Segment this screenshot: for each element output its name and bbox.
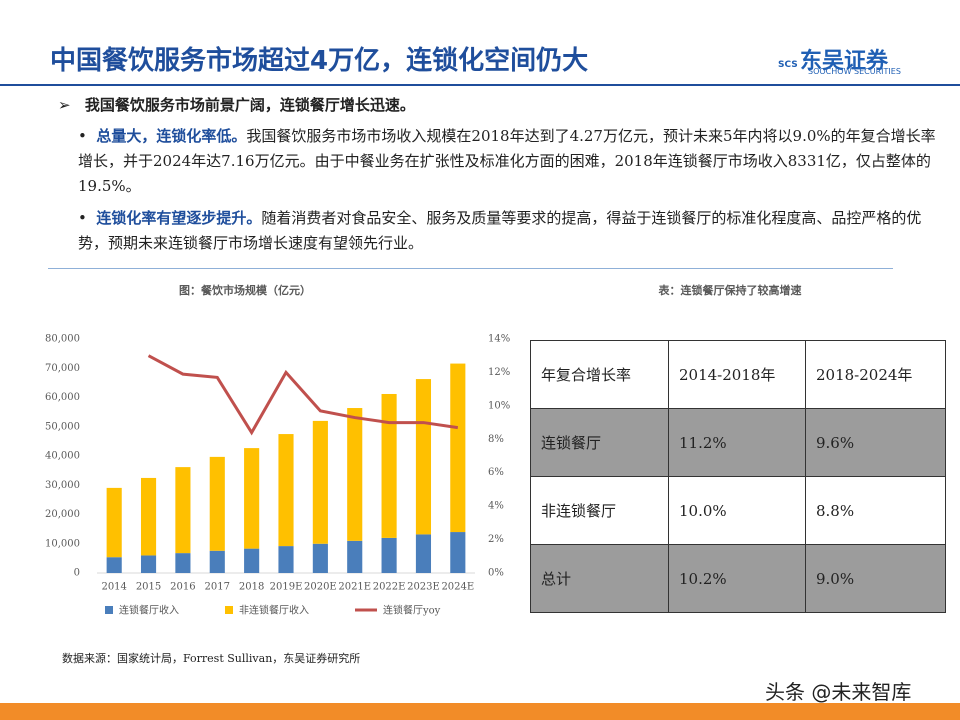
x-tick-label: 2021E xyxy=(338,582,371,593)
logo-en: SOOCHOW SECURITIES xyxy=(808,67,901,76)
bar-segment xyxy=(312,420,328,544)
y2-tick-label: 2% xyxy=(488,534,504,545)
bar-segment xyxy=(450,532,466,573)
table-cell: 年复合增长率 xyxy=(530,340,669,409)
y-tick-label: 10,000 xyxy=(45,538,80,549)
bullet-bold: 总量大，连锁化率低。 xyxy=(96,127,247,145)
y2-tick-label: 10% xyxy=(488,400,510,411)
bar-segment xyxy=(244,548,260,573)
bullet: • 连锁化率有望逐步提升。随着消费者对食品安全、服务及质量等要求的提高，得益于连… xyxy=(78,209,922,252)
bar-segment xyxy=(140,477,157,556)
line xyxy=(147,354,459,436)
x-tick-label: 2017 xyxy=(205,582,230,593)
x-tick-label: 2019E xyxy=(270,582,303,593)
table-cell: 9.6% xyxy=(805,408,946,477)
watermark: 头条 @未来智库 xyxy=(765,680,912,704)
bullet: • 总量大，连锁化率低。我国餐饮服务市场市场收入规模在2018年达到了4.27万… xyxy=(78,127,936,195)
y-tick-label: 50,000 xyxy=(45,421,80,432)
table-cell: 8.8% xyxy=(805,476,946,545)
y-tick-label: 20,000 xyxy=(45,509,80,520)
chart-title: 图：餐饮市场规模（亿元） xyxy=(179,283,311,297)
table-row: 总计 10.2% 9.0% xyxy=(530,544,946,613)
source: 数据来源：国家统计局，Forrest Sullivan，东吴证券研究所 xyxy=(62,652,361,665)
bar-segment xyxy=(278,546,294,573)
logo: 东吴证券 xyxy=(800,49,889,74)
table-cell: 2014-2018年 xyxy=(668,340,806,409)
bar-segment xyxy=(244,448,260,549)
logo-mark: SCS xyxy=(778,60,798,70)
legend-label: 非连锁餐厅收入 xyxy=(239,604,309,617)
legend-swatch xyxy=(225,606,233,614)
bullet: ➢ 我国餐饮服务市场前景广阔，连锁餐厅增长迅速。 xyxy=(58,96,415,114)
y-tick-label: 60,000 xyxy=(45,392,80,403)
table-cell: 11.2% xyxy=(668,408,806,477)
y2-tick-label: 6% xyxy=(488,467,504,478)
bar-segment xyxy=(278,434,294,547)
x-tick-label: 2024E xyxy=(441,582,474,593)
y-tick-label: 30,000 xyxy=(45,480,80,491)
footer-bar xyxy=(0,703,960,720)
bar-segment xyxy=(347,408,363,541)
table-cell: 连锁餐厅 xyxy=(530,408,669,477)
bar-segment xyxy=(209,456,225,551)
bullet-bold: 连锁化率有望逐步提升。 xyxy=(96,209,262,227)
x-tick-label: 2016 xyxy=(170,582,195,593)
legend-label: 连锁餐厅收入 xyxy=(119,604,179,617)
bullet-text: 随着消费者对食品安全、服务及质量等要求的提高，得益于连锁餐厅的标准化程度高、品控… xyxy=(78,209,922,252)
x-tick-label: 2020E xyxy=(304,582,337,593)
table: 年复合增长率 2014-2018年 2018-2024年 连锁餐厅 11.2% 9.6% 非… xyxy=(530,340,946,613)
y-tick-label: 70,000 xyxy=(45,363,80,374)
table-cell: 2018-2024年 xyxy=(805,340,946,409)
x-tick-label: 2014 xyxy=(101,582,126,593)
bar-segment xyxy=(347,540,363,573)
table-row: 连锁餐厅 11.2% 9.6% xyxy=(530,408,946,477)
slide-title: 中国餐饮服务市场超过4万亿，连锁化空间仍大 xyxy=(50,46,589,76)
x-tick-label: 2015 xyxy=(136,582,161,593)
table-title: 表：连锁餐厅保持了较高增速 xyxy=(658,283,802,297)
bullet-bold: 我国餐饮服务市场前景广阔，连锁餐厅增长迅速。 xyxy=(84,96,415,114)
legend-swatch xyxy=(105,606,113,614)
table-row: 非连锁餐厅 10.0% 8.8% xyxy=(530,476,946,545)
bar-segment xyxy=(381,537,397,573)
bar-segment xyxy=(381,393,397,538)
legend-label: 连锁餐厅yoy xyxy=(383,604,441,617)
y2-tick-label: 8% xyxy=(488,434,504,445)
table-cell: 10.0% xyxy=(668,476,806,545)
y2-tick-label: 12% xyxy=(488,367,510,378)
y-tick-label: 80,000 xyxy=(45,334,80,345)
bar-segment xyxy=(312,543,328,573)
bar-segment xyxy=(450,363,466,533)
bar-segment xyxy=(209,550,225,573)
bar-segment xyxy=(106,557,122,573)
table-cell: 总计 xyxy=(530,544,669,613)
y2-tick-label: 14% xyxy=(488,334,510,345)
y-tick-label: 0 xyxy=(74,568,80,579)
x-tick-label: 2018 xyxy=(239,582,264,593)
bar-segment xyxy=(415,379,432,535)
table-cell: 10.2% xyxy=(668,544,806,613)
divider xyxy=(48,268,893,269)
bar-segment xyxy=(175,467,191,554)
table-row: 年复合增长率 2014-2018年 2018-2024年 xyxy=(530,340,946,409)
bar-segment xyxy=(175,553,191,573)
divider xyxy=(0,84,960,86)
y2-tick-label: 4% xyxy=(488,501,504,512)
bar-segment xyxy=(415,534,432,573)
bullet-text: 我国餐饮服务市场市场收入规模在2018年达到了4.27万亿元，预计未来5年内将以… xyxy=(78,127,936,195)
x-tick-label: 2022E xyxy=(373,582,406,593)
bar-segment xyxy=(140,555,157,573)
table-cell: 非连锁餐厅 xyxy=(530,476,669,545)
table-cell: 9.0% xyxy=(805,544,946,613)
y-tick-label: 40,000 xyxy=(45,451,80,462)
bar-segment xyxy=(106,487,122,558)
x-tick-label: 2023E xyxy=(407,582,440,593)
y2-tick-label: 0% xyxy=(488,568,504,579)
